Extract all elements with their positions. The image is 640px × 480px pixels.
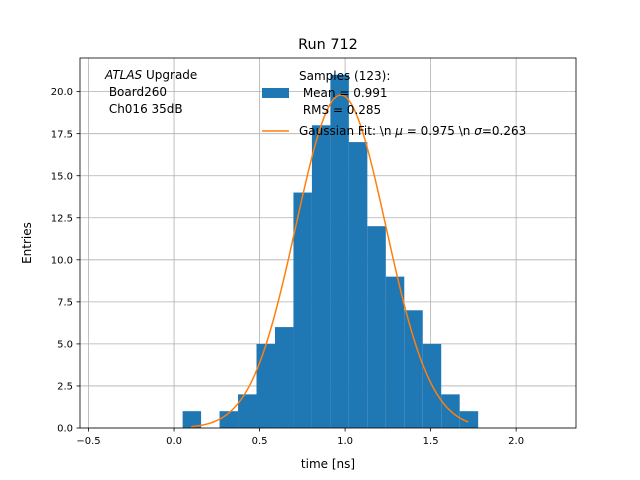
y-tick-label: 20.0 [51, 87, 73, 98]
y-tick-label: 7.5 [57, 297, 73, 308]
histogram-bar [330, 74, 349, 429]
legend-fit-label: Gaussian Fit: \n μ = 0.975 \n σ=0.263 [299, 124, 526, 138]
annotation-line-1: ATLAS Upgrade [104, 68, 197, 82]
fit-label-part-3: =0.263 [482, 124, 526, 138]
histogram-bar [293, 192, 312, 428]
legend-histogram-swatch [262, 88, 289, 98]
y-tick-label: 15.0 [51, 171, 73, 182]
x-tick-label: 2.0 [508, 436, 524, 447]
histogram-bar [348, 142, 368, 428]
fit-label-part-2: = 0.975 \n [403, 124, 474, 138]
histogram-bar [182, 411, 202, 428]
annotation-line-2: Board260 [105, 85, 167, 99]
histogram-bar [219, 411, 239, 428]
y-tick-label: 17.5 [51, 129, 73, 140]
histogram-bar [274, 327, 294, 428]
axes-frame [79, 57, 577, 429]
annotation-line-3: Ch016 35dB [105, 102, 183, 116]
y-tick-label: 12.5 [51, 213, 73, 224]
y-tick-label: 5.0 [57, 340, 73, 351]
gaussian-fit-curve [191, 94, 469, 428]
y-tick-label: 0.0 [57, 424, 73, 435]
fit-sigma-symbol: σ [474, 124, 482, 138]
histogram-bar [256, 343, 275, 428]
x-axis-label: time [ns] [301, 457, 355, 471]
atlas-label: ATLAS [104, 68, 143, 82]
legend-histogram-line-3: RMS = 0.285 [299, 103, 381, 117]
x-tick-label: −0.5 [76, 436, 100, 447]
histogram-bars [182, 74, 479, 429]
legend: Samples (123): Mean = 0.991 RMS = 0.285 … [262, 69, 526, 138]
x-axis-ticks: −0.5 0.0 0.5 1.0 1.5 2.0 [76, 428, 524, 447]
y-tick-label: 2.5 [57, 382, 73, 393]
histogram-bar [404, 310, 423, 428]
x-tick-label: 1.5 [423, 436, 439, 447]
histogram-bar [311, 125, 331, 428]
fit-label-part-1: Gaussian Fit: \n [299, 124, 395, 138]
x-tick-label: 0.0 [166, 436, 182, 447]
histogram-bar [385, 276, 405, 428]
atlas-annotation: ATLAS Upgrade Board260 Ch016 35dB [104, 68, 197, 116]
legend-histogram-line-1: Samples (123): [299, 69, 390, 83]
x-tick-label: 1.0 [337, 436, 353, 447]
y-axis-ticks: 0.0 2.5 5.0 7.5 10.0 12.5 15.0 17.5 20.0 [51, 87, 80, 435]
histogram-bar [367, 226, 386, 428]
histogram-bar [459, 411, 479, 428]
y-axis-label: Entries [20, 222, 34, 264]
x-tick-label: 0.5 [252, 436, 268, 447]
upgrade-label: Upgrade [142, 68, 197, 82]
fit-mu-symbol: μ [394, 124, 403, 138]
y-tick-label: 10.0 [51, 255, 73, 266]
histogram-bar [238, 394, 257, 428]
chart-title: Run 712 [298, 37, 358, 53]
legend-histogram-line-2: Mean = 0.991 [299, 86, 388, 100]
